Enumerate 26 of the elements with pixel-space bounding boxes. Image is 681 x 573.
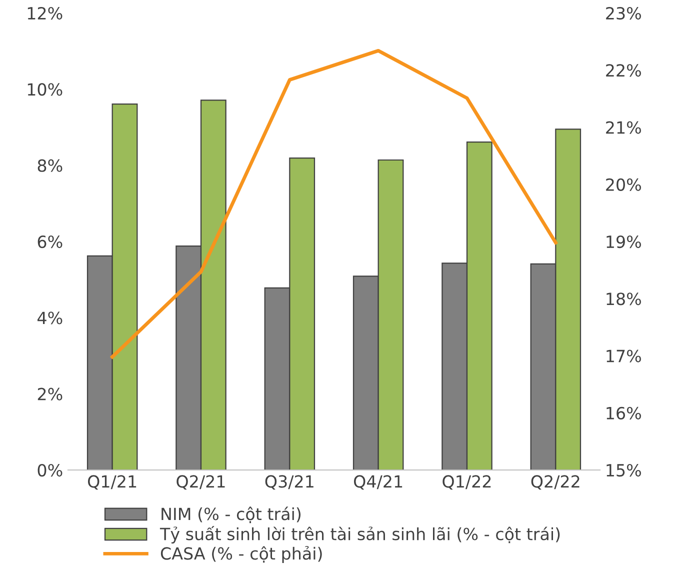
y2-tick-label: 17% xyxy=(606,350,641,362)
x-tick-label: Q1/21 xyxy=(88,475,136,490)
y2-tick-label: 22% xyxy=(606,64,641,77)
y-tick-label: 8% xyxy=(38,159,62,172)
y2-tick-label: 21% xyxy=(606,121,641,134)
x-tick-label: Q1/22 xyxy=(442,475,491,490)
legend-label: Tỷ suất sinh lời trên tài sản sinh lãi (% - cột trái) xyxy=(160,526,560,544)
x-tick-label: Q3/21 xyxy=(265,475,314,490)
x-tick-label: Q2/21 xyxy=(176,475,225,490)
line-series xyxy=(110,48,558,359)
y2-tick-label: 19% xyxy=(606,235,641,248)
y2-tick-label: 15% xyxy=(606,464,641,477)
y2-tick-label: 23% xyxy=(606,6,641,20)
y-tick-label: 12% xyxy=(28,6,62,20)
y2-tick-label: 16% xyxy=(606,406,641,420)
x-tick-label: Q2/22 xyxy=(531,475,580,490)
y-tick-label: 4% xyxy=(38,312,62,324)
y2-tick-label: 20% xyxy=(606,178,641,191)
legend-label: CASA (% - cột phải) xyxy=(160,546,322,563)
legend-label: NIM (% - cột trái) xyxy=(162,506,301,524)
y-tick-label: 6% xyxy=(38,235,62,248)
y-tick-label: 2% xyxy=(38,388,62,400)
x-tick-label: Q4/21 xyxy=(354,475,402,490)
y-tick-label: 0% xyxy=(38,464,62,477)
y2-tick-label: 18% xyxy=(606,292,641,306)
y-tick-label: 10% xyxy=(28,83,62,96)
